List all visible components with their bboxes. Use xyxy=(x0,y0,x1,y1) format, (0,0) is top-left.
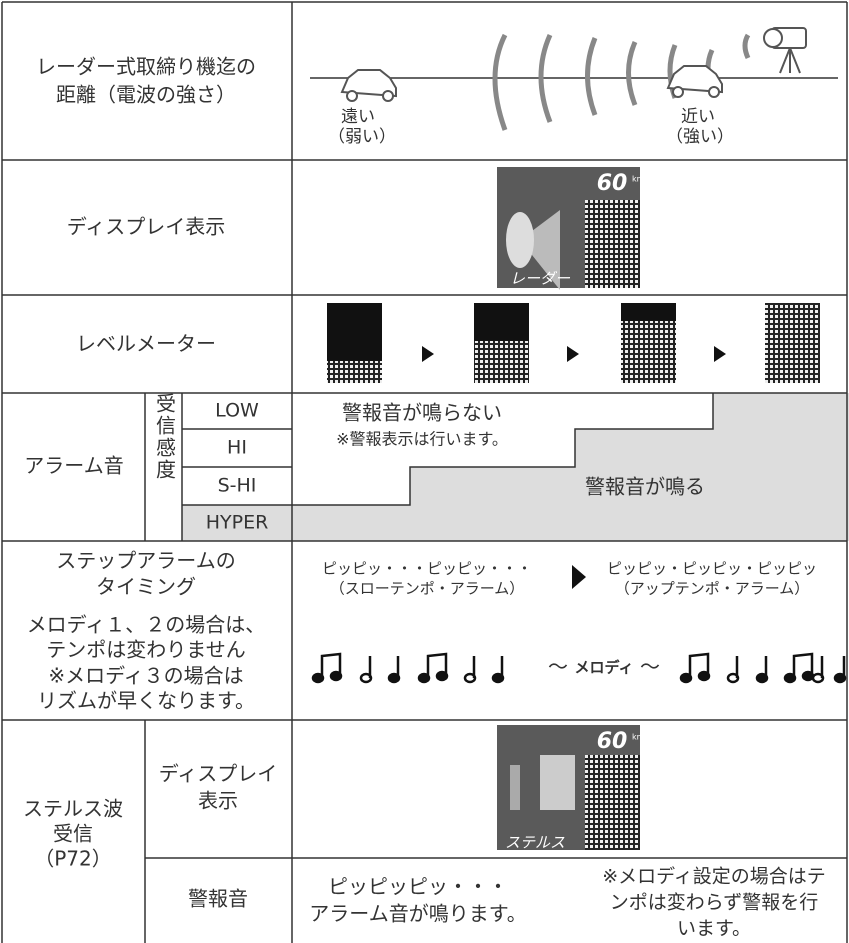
label: ～ xyxy=(640,655,660,679)
label: 距離（電波の強さ） xyxy=(56,83,236,107)
step-line xyxy=(292,393,714,506)
label: テンポは変わりません xyxy=(46,638,245,662)
level-meters xyxy=(327,303,820,589)
label: アラーム音 xyxy=(24,454,123,478)
label: レーダー式取締り機迄の xyxy=(36,55,256,79)
label: HI xyxy=(227,437,247,459)
label: アラーム音が鳴ります。 xyxy=(309,902,526,926)
label: ※メロディ設定の場合はテ xyxy=(602,866,826,888)
label: km/h xyxy=(632,733,652,742)
label: ※警報表示は行います。 xyxy=(336,430,508,449)
hyper-cell xyxy=(182,505,292,541)
label: 近い xyxy=(681,107,715,127)
label: ※メロディ３の場合は xyxy=(48,664,243,688)
label: タイミング xyxy=(96,575,196,599)
label: 表示 xyxy=(198,789,238,813)
label: ンポは変わらず警報を行 xyxy=(610,892,819,914)
music-notes xyxy=(311,652,847,684)
distance-graphic xyxy=(310,27,838,131)
label: レーダー xyxy=(510,270,571,288)
label: ディスプレイ xyxy=(159,762,278,786)
label: LOW xyxy=(215,400,259,422)
label: （スローテンポ・アラーム） xyxy=(330,580,525,598)
label: 60 xyxy=(597,171,628,196)
label: リズムが早くなります。 xyxy=(37,689,255,713)
label: 受信 xyxy=(53,822,93,846)
label: km/h xyxy=(632,175,652,184)
label: ピッピッ・ピッピッ・ピッピッ xyxy=(607,560,817,578)
label: ステルス波 xyxy=(23,797,123,821)
label: います。 xyxy=(677,918,751,940)
label: ピッピッ・・・ピッピッ・・・ xyxy=(322,560,532,578)
label: HYPER xyxy=(206,512,269,534)
label: レベルメーター xyxy=(76,332,216,356)
label: ステルス xyxy=(505,834,565,852)
label: （P72） xyxy=(34,847,112,871)
label: ステップアラームの xyxy=(56,549,235,573)
label: （弱い） xyxy=(328,127,396,147)
label: （強い） xyxy=(666,127,734,147)
label: 受信感度 xyxy=(153,393,177,481)
label: S-HI xyxy=(218,475,257,497)
label: （アップテンポ・アラーム） xyxy=(615,580,810,598)
label: 60 xyxy=(597,729,628,754)
label: 警報音 xyxy=(188,887,248,911)
label: メロディ１、２の場合は、 xyxy=(27,613,266,637)
label: ディスプレイ表示 xyxy=(67,215,226,239)
label: ～ xyxy=(548,655,568,679)
label: 警報音が鳴らない xyxy=(342,401,502,425)
label: 警報音が鳴る xyxy=(585,475,705,499)
radar-image xyxy=(497,167,640,290)
label: ピッピッピッ・・・ xyxy=(328,875,508,899)
label: 遠い xyxy=(341,107,375,127)
label: メロディ xyxy=(575,659,634,677)
stealth-image xyxy=(497,725,640,850)
